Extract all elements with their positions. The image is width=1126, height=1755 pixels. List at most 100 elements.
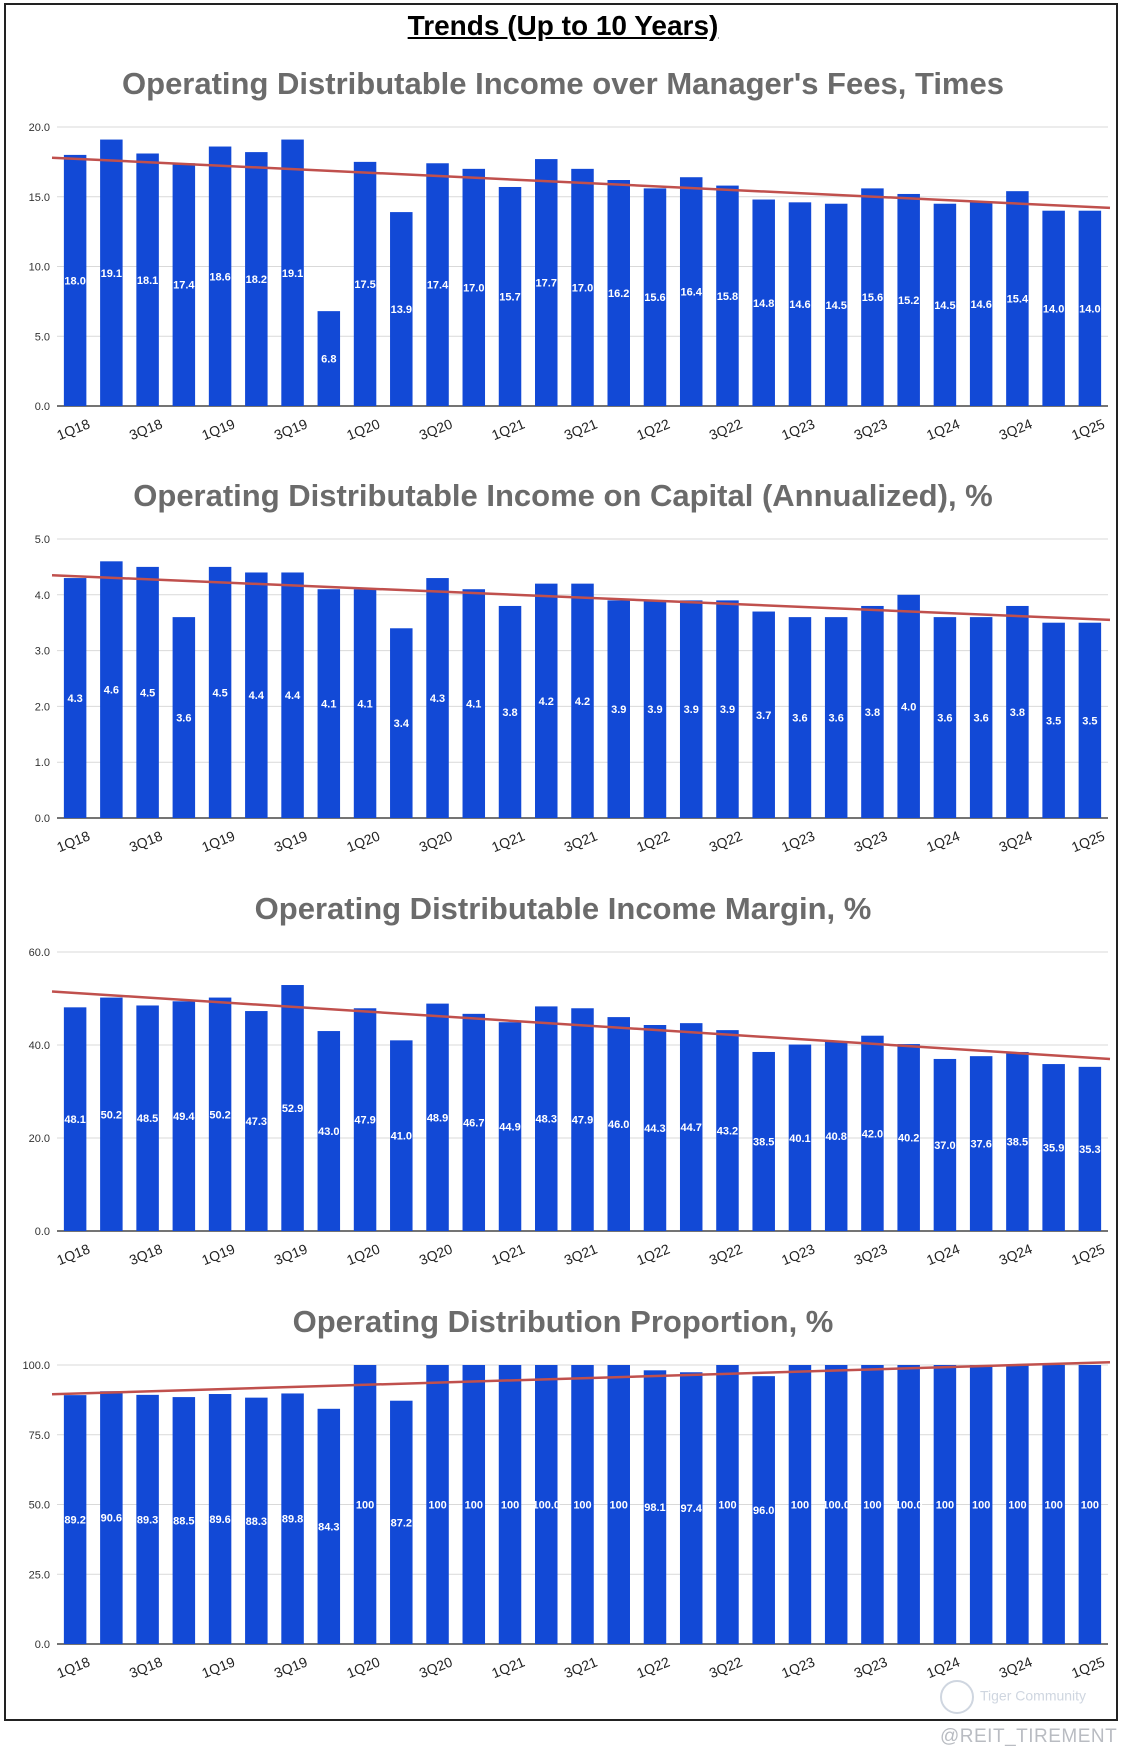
bar (317, 1408, 341, 1644)
bar (897, 594, 920, 818)
x-tick-label: 1Q18 (54, 1240, 92, 1268)
x-tick-label: 1Q20 (344, 1240, 382, 1268)
bar (969, 617, 993, 818)
data-label: 100.0 (895, 1500, 923, 1512)
x-tick-label: 1Q20 (344, 415, 382, 443)
bar (716, 1365, 739, 1644)
data-label: 4.5 (212, 687, 227, 699)
x-tick-label: 3Q24 (997, 415, 1035, 443)
data-label: 47.9 (354, 1115, 375, 1127)
data-label: 43.2 (717, 1126, 738, 1138)
bar (426, 1003, 449, 1231)
chart-manager-fees: Operating Distributable Income over Mana… (29, 66, 1111, 443)
x-tick-label: 3Q22 (707, 827, 745, 855)
data-label: 88.5 (173, 1516, 194, 1528)
bar (172, 1001, 196, 1231)
bar (245, 1397, 268, 1644)
bar (281, 572, 304, 818)
y-tick-label: 100.0 (22, 1360, 50, 1372)
tiger-logo-icon (940, 1680, 974, 1714)
data-label: 84.3 (318, 1521, 339, 1533)
data-label: 89.8 (282, 1514, 303, 1526)
data-label: 100 (863, 1500, 881, 1512)
bar (752, 611, 775, 818)
chart-title: Operating Distributable Income Margin, % (255, 891, 872, 926)
bar (1078, 1066, 1102, 1231)
data-label: 37.0 (934, 1140, 955, 1152)
data-label: 42.0 (862, 1128, 883, 1140)
trendline (51, 574, 1111, 622)
data-label: 4.2 (539, 696, 554, 708)
x-tick-label: 3Q23 (852, 415, 890, 443)
x-tick-label: 1Q24 (924, 415, 962, 443)
bar (353, 1008, 377, 1231)
y-tick-label: 15.0 (29, 192, 50, 204)
bar (462, 1013, 486, 1231)
y-tick-label: 5.0 (35, 331, 50, 343)
bar (897, 1365, 920, 1644)
data-label: 4.1 (466, 699, 481, 711)
bar (462, 168, 486, 406)
data-label: 3.8 (502, 707, 517, 719)
data-label: 100 (356, 1500, 374, 1512)
data-label: 14.0 (1079, 303, 1100, 315)
x-tick-label: 3Q20 (417, 827, 455, 855)
bar (136, 1005, 159, 1231)
bar (752, 1376, 775, 1644)
bar (1078, 210, 1102, 406)
bar (535, 1006, 558, 1231)
data-label: 40.1 (789, 1133, 810, 1145)
bar (824, 1365, 848, 1644)
trendline (51, 990, 1111, 1061)
bar (933, 1365, 957, 1644)
bar (969, 1056, 993, 1231)
x-tick-label: 1Q19 (199, 1240, 237, 1268)
data-label: 3.8 (1010, 707, 1025, 719)
bar (498, 605, 522, 818)
data-label: 18.0 (64, 275, 85, 287)
data-label: 15.2 (898, 295, 919, 307)
bar (679, 1372, 703, 1644)
bar (861, 1035, 884, 1231)
data-label: 17.4 (173, 280, 195, 292)
bar (1078, 622, 1102, 818)
bar (571, 1008, 594, 1231)
bar (535, 159, 558, 406)
data-label: 3.5 (1046, 715, 1061, 727)
data-label: 14.5 (934, 300, 955, 312)
data-label: 15.6 (862, 292, 883, 304)
bar (1006, 191, 1029, 406)
data-label: 17.4 (427, 280, 449, 292)
x-tick-label: 1Q20 (344, 1653, 382, 1681)
x-tick-label: 1Q25 (1069, 1240, 1107, 1268)
data-label: 35.3 (1079, 1144, 1100, 1156)
data-label: 17.0 (572, 282, 593, 294)
bar (643, 1025, 667, 1231)
bar (679, 177, 703, 406)
bar (788, 1365, 812, 1644)
y-tick-label: 2.0 (35, 701, 50, 713)
bar (1042, 1365, 1065, 1644)
chart-title: Operating Distribution Proportion, % (293, 1304, 834, 1339)
y-tick-label: 0.0 (35, 401, 50, 413)
bar (679, 1023, 703, 1231)
data-label: 89.3 (137, 1514, 158, 1526)
x-tick-label: 3Q21 (562, 1653, 600, 1681)
bar (788, 617, 812, 818)
bar (281, 1393, 304, 1644)
bar (498, 1022, 522, 1231)
bar (861, 1365, 884, 1644)
bar (969, 1365, 993, 1644)
bar (643, 600, 667, 818)
data-label: 3.5 (1082, 715, 1097, 727)
y-tick-label: 20.0 (29, 122, 50, 134)
data-label: 3.9 (611, 704, 626, 716)
y-tick-label: 3.0 (35, 646, 50, 658)
data-label: 35.9 (1043, 1143, 1064, 1155)
x-tick-label: 3Q23 (852, 827, 890, 855)
bar (1042, 210, 1065, 406)
bar (100, 139, 123, 406)
bar (607, 1365, 630, 1644)
data-label: 16.2 (608, 288, 629, 300)
bar (100, 561, 123, 818)
